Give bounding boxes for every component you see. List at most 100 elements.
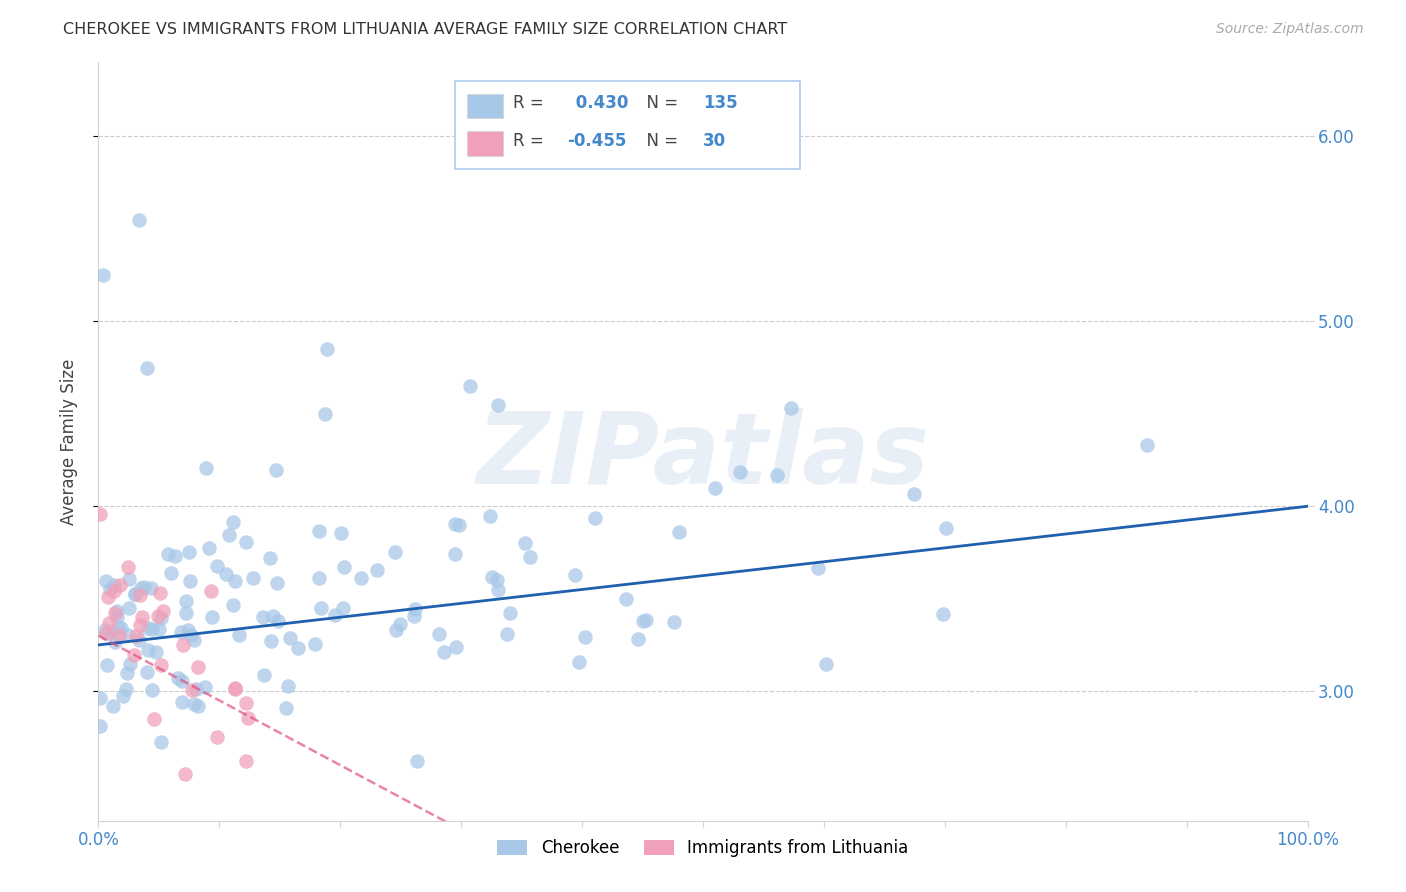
Point [194,461,217,475]
Point [260,634,283,648]
Point [574,630,596,644]
Point [274,701,297,715]
Point [634,613,657,627]
Point [197,541,219,555]
Point [115,681,138,696]
Point [179,574,201,588]
Point [222,599,245,613]
Point [118,572,141,586]
Point [170,673,193,688]
Point [815,657,838,672]
Text: R =: R = [513,94,550,112]
Point [806,560,828,574]
FancyBboxPatch shape [467,131,503,156]
Point [485,574,508,588]
Point [89,690,111,705]
Point [101,699,124,714]
Point [309,601,332,615]
Legend: Cherokee, Immigrants from Lithuania: Cherokee, Immigrants from Lithuania [489,830,917,865]
Point [253,667,276,681]
Point [449,517,471,532]
Point [98,626,121,640]
Point [519,550,541,565]
Point [160,566,183,581]
Point [124,587,146,601]
FancyBboxPatch shape [467,94,503,118]
Point [105,610,128,624]
Point [224,681,246,696]
Point [152,603,174,617]
Point [627,632,650,646]
Point [228,628,250,642]
Point [173,767,195,781]
Point [568,655,591,669]
Point [96,625,118,640]
Y-axis label: Average Family Size: Average Family Size [59,359,77,524]
Point [93,624,115,638]
Point [174,606,197,620]
Point [444,517,467,532]
Point [267,614,290,628]
Point [614,592,637,607]
Point [117,560,139,574]
Point [129,588,152,602]
Point [110,622,132,636]
Point [1135,438,1157,452]
Text: Source: ZipAtlas.com: Source: ZipAtlas.com [1216,22,1364,37]
Point [583,511,606,525]
Point [194,680,217,694]
Point [163,549,186,563]
Point [103,584,125,599]
Point [128,617,150,632]
Point [242,571,264,585]
Point [150,611,173,625]
Point [405,755,427,769]
Point [205,731,228,745]
Text: -0.455: -0.455 [568,131,627,150]
Point [97,591,120,605]
Point [207,559,229,574]
Point [141,622,163,636]
Text: R =: R = [513,131,550,150]
Point [932,607,955,621]
Point [259,551,281,566]
Point [201,609,224,624]
Point [277,679,299,693]
Point [156,547,179,561]
Point [124,587,146,601]
Point [104,635,127,649]
Point [96,657,118,672]
Text: 135: 135 [703,94,738,112]
Point [136,665,159,680]
Point [129,581,152,595]
Point [224,574,246,588]
Point [235,534,257,549]
Point [187,699,209,714]
Point [115,665,138,680]
Point [136,643,159,657]
Point [323,607,346,622]
Point [486,582,509,597]
Point [141,682,163,697]
Point [177,545,200,559]
Point [180,683,202,698]
Point [141,581,163,595]
Point [187,659,209,673]
Point [224,682,246,697]
Point [104,607,127,621]
Point [316,342,339,356]
Point [128,212,150,227]
Point [215,566,238,581]
Point [389,616,412,631]
Point [89,507,111,521]
Point [107,620,129,634]
Point [515,535,537,549]
Point [330,525,353,540]
Point [149,735,172,749]
Point [385,623,408,637]
Point [174,594,197,608]
Point [481,570,503,584]
Point [704,481,727,495]
Point [479,508,502,523]
Point [366,563,388,577]
